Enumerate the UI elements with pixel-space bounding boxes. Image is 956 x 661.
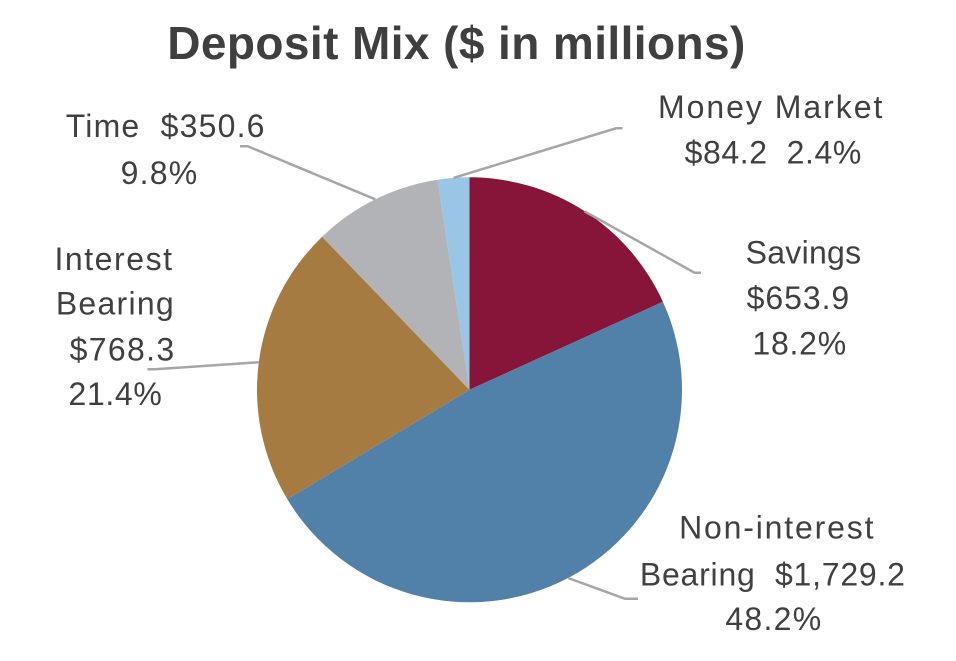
svg-text:Interest: Interest (54, 241, 173, 277)
svg-text:Deposit Mix ($ in millions): Deposit Mix ($ in millions) (167, 17, 745, 69)
svg-text:9.8%: 9.8% (121, 155, 199, 191)
svg-text:Money Market: Money Market (658, 89, 885, 125)
svg-text:21.4%: 21.4% (69, 376, 163, 412)
svg-text:$653.9: $653.9 (747, 280, 851, 316)
svg-text:$84.2 2.4%: $84.2 2.4% (685, 134, 862, 170)
svg-text:48.2%: 48.2% (725, 601, 822, 637)
svg-text:Bearing: Bearing (56, 286, 175, 322)
svg-text:$768.3: $768.3 (70, 332, 176, 368)
svg-text:Bearing $1,729.2: Bearing $1,729.2 (640, 557, 906, 593)
svg-text:Non-interest: Non-interest (679, 510, 875, 546)
svg-text:Savings: Savings (746, 235, 862, 271)
svg-text:18.2%: 18.2% (752, 326, 847, 362)
svg-text:Time $350.6: Time $350.6 (66, 108, 266, 144)
